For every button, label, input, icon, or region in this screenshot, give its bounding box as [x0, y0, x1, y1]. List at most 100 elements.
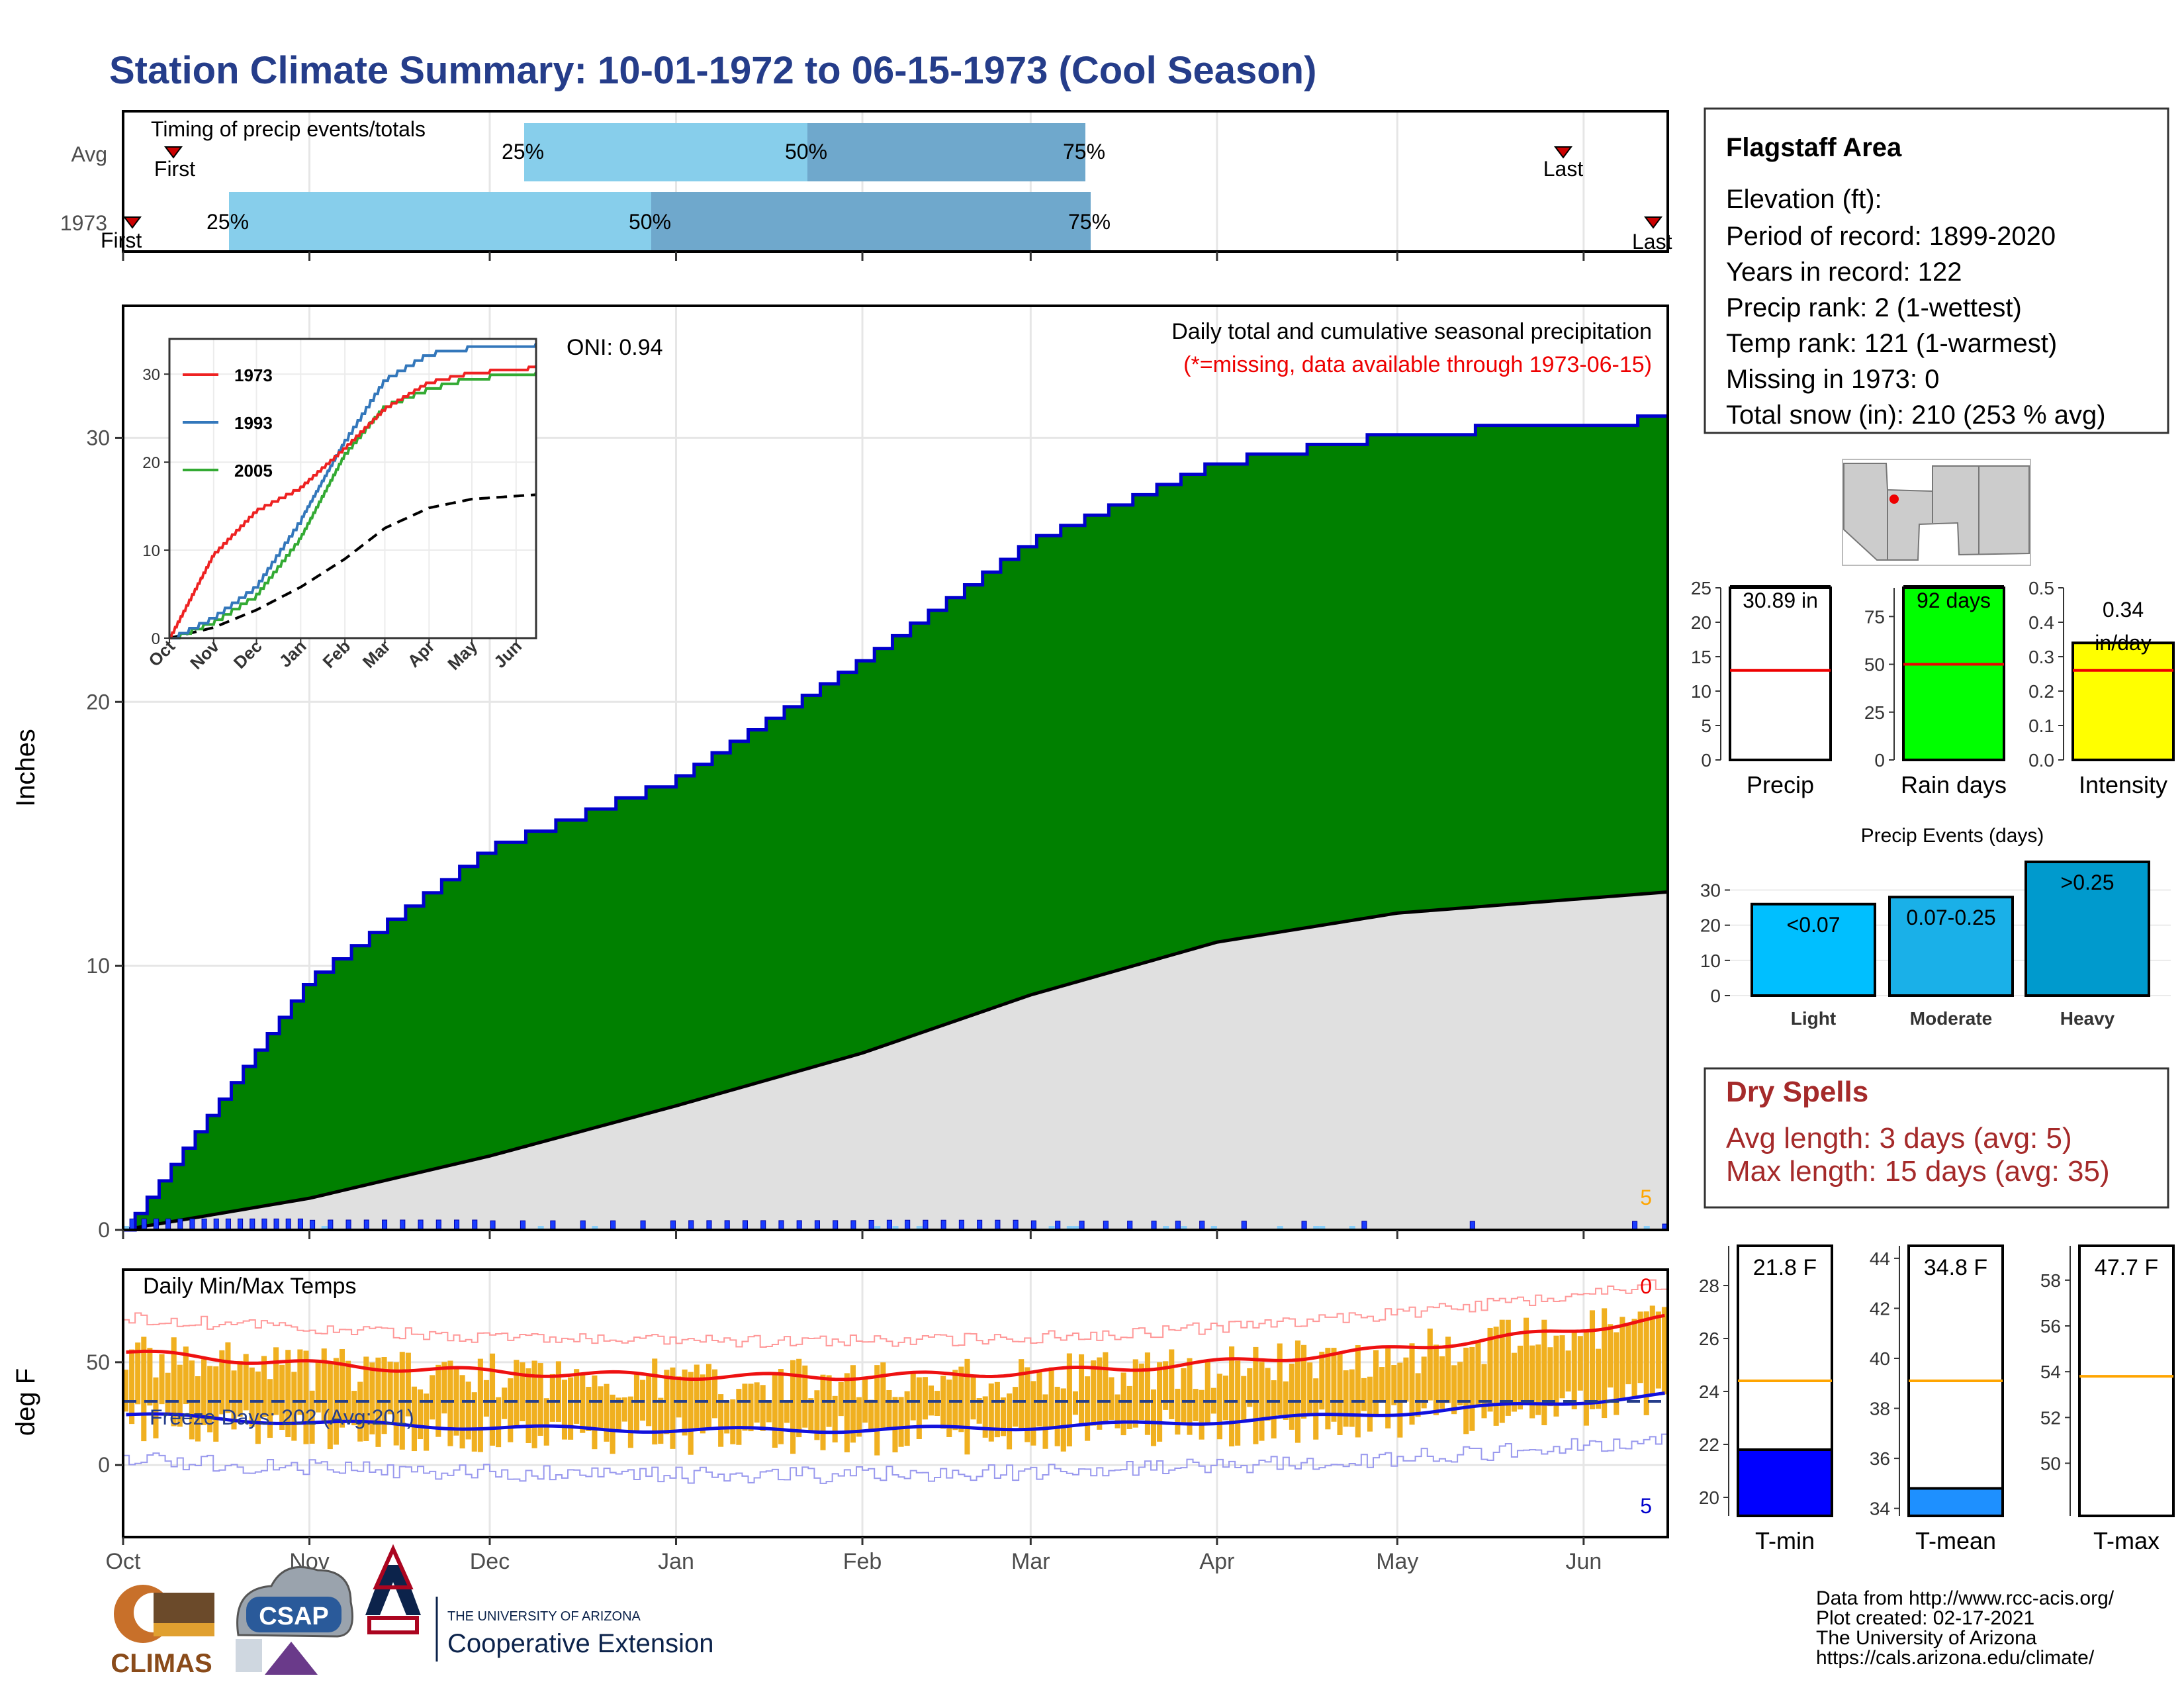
temp-day-bar — [561, 1380, 568, 1440]
temp-day-bar — [1085, 1376, 1091, 1441]
daily-precip-bar — [273, 1218, 279, 1231]
daily-precip-bar — [1066, 1226, 1073, 1230]
timing-row-1973-label: 1973 — [60, 211, 107, 235]
mini-bar-3: 0.0 0.1 0.2 0.3 0.4 0.5 0.34 in/day Intensity — [2028, 578, 2175, 798]
temp-day-bar — [543, 1398, 549, 1446]
temp-day-bar — [465, 1382, 471, 1440]
mini-bar-tick-label: 25 — [1864, 702, 1885, 723]
temp-bar-value: 47.7 F — [2095, 1255, 2158, 1280]
events-bar-label: >0.25 — [2061, 870, 2115, 894]
locator-map — [1842, 459, 2031, 566]
temp-day-bar — [453, 1368, 459, 1436]
temp-day-bar — [1553, 1335, 1559, 1417]
temp-bar-frame — [2078, 1244, 2175, 1517]
footer-credits: Data from http://www.rcc-acis.org/ Plot … — [1816, 1587, 2115, 1669]
temp-day-bar — [1030, 1381, 1036, 1446]
mini-bar-overflow — [1730, 585, 1831, 588]
temp-day-bar — [1529, 1345, 1535, 1419]
temp-day-bar — [231, 1370, 237, 1430]
temp-day-bar — [1319, 1351, 1325, 1410]
temp-bar-tick-label: 50 — [2040, 1453, 2061, 1474]
temp-day-bar — [508, 1378, 514, 1442]
temp-day-bar — [1649, 1305, 1655, 1395]
mini-bar-tick-label: 25 — [1691, 578, 1711, 598]
temp-day-bar — [273, 1347, 279, 1415]
temp-day-bar — [1379, 1367, 1385, 1401]
temp-day-bar — [886, 1389, 892, 1429]
station-name: Flagstaff Area — [1726, 133, 1902, 162]
temp-day-bar — [1517, 1345, 1524, 1410]
ua-big-text: Cooperative Extension — [447, 1629, 713, 1658]
inset-xtick-label: Jun — [490, 636, 525, 672]
temp-day-bar — [705, 1364, 712, 1430]
temp-day-bar — [435, 1364, 441, 1437]
timing-avg-last-marker — [1554, 146, 1572, 159]
temp-day-bar — [418, 1389, 424, 1440]
daily-precip-bar — [141, 1218, 147, 1231]
temp-day-bar — [339, 1348, 345, 1428]
info-elevation: Elevation (ft): — [1726, 185, 1882, 214]
temp-day-bar — [303, 1350, 309, 1444]
temp-day-bar — [267, 1379, 273, 1438]
temp-day-bar — [424, 1393, 430, 1451]
temp-day-bar — [736, 1389, 742, 1445]
temp-day-bar — [1013, 1387, 1019, 1427]
daily-precip-bar — [345, 1219, 351, 1231]
events-bar — [1751, 902, 1876, 997]
temp-day-bar — [363, 1356, 369, 1441]
daily-precip-bar — [886, 1219, 892, 1231]
temp-top-count: 0 — [1640, 1274, 1652, 1298]
temp-day-bar — [255, 1371, 261, 1444]
daily-precip-bar — [1210, 1226, 1217, 1230]
inset-ytick-label: 30 — [142, 366, 160, 384]
temp-day-bar — [285, 1350, 291, 1438]
events-tick-label: 0 — [1710, 986, 1721, 1006]
month-label: Dec — [470, 1549, 510, 1574]
events-title: Precip Events (days) — [1861, 825, 2044, 847]
temp-bar — [1737, 1448, 1833, 1517]
daily-precip-bar — [225, 1218, 231, 1231]
temp-day-bar — [381, 1357, 387, 1434]
daily-precip-bar — [833, 1220, 839, 1231]
temp-day-bar — [447, 1360, 453, 1446]
temp-day-bar — [615, 1397, 621, 1430]
temp-day-bar — [790, 1360, 796, 1454]
timing-avg-p25: 25% — [502, 140, 544, 164]
temp-bar-tick-label: 36 — [1870, 1448, 1890, 1469]
station-location-dot — [1889, 494, 1899, 504]
temp-day-bar — [952, 1370, 958, 1430]
daily-precip-bar — [977, 1219, 983, 1231]
temp-bar-tick-label: 40 — [1870, 1348, 1890, 1369]
inset-ytick-label: 20 — [142, 454, 160, 472]
temp-day-bar — [772, 1373, 778, 1448]
temp-day-bar — [225, 1342, 231, 1413]
temp-day-bar — [1247, 1368, 1253, 1407]
temp-day-bar — [1343, 1370, 1349, 1427]
temp-day-bar — [249, 1367, 255, 1427]
temp-label: Daily Min/Max Temps — [143, 1274, 356, 1299]
temp-panel: 050 Oct Nov Dec Jan Feb Mar Apr May Jun deg F Da… — [11, 252, 1669, 1574]
temp-day-bar — [514, 1360, 520, 1427]
mini-bar-overflow — [1903, 585, 2004, 588]
temp-day-bar — [1451, 1365, 1457, 1415]
credit-plot-created: Plot created: 02-17-2021 — [1816, 1607, 2034, 1629]
timing-avg-q1-bar — [524, 123, 807, 181]
timing-1973-last-label: Last — [1632, 230, 1672, 254]
precip-event-count: 5 — [1640, 1186, 1652, 1209]
daily-temp-bars — [123, 1305, 1667, 1456]
temp-day-bar — [477, 1358, 483, 1452]
daily-precip-bar — [165, 1218, 171, 1231]
temp-day-bar — [1216, 1374, 1222, 1440]
events-bar — [1888, 896, 2014, 997]
timing-1973-last-marker — [1644, 216, 1662, 229]
timing-label: Timing of precip events/totals — [151, 117, 426, 141]
daily-precip-bar — [213, 1218, 219, 1231]
precip-missing-note: (*=missing, data available through 1973-… — [1183, 352, 1652, 377]
temp-day-bar — [1415, 1373, 1421, 1417]
temp-bar-1: 20 22 24 26 28 21.8 F T-min — [1699, 1244, 1833, 1554]
month-label: Oct — [106, 1549, 141, 1574]
precip-ytick-label: 0 — [98, 1218, 110, 1242]
daily-precip-bar — [1055, 1221, 1061, 1231]
temp-day-bar — [153, 1377, 159, 1438]
temp-day-bar — [261, 1356, 267, 1417]
